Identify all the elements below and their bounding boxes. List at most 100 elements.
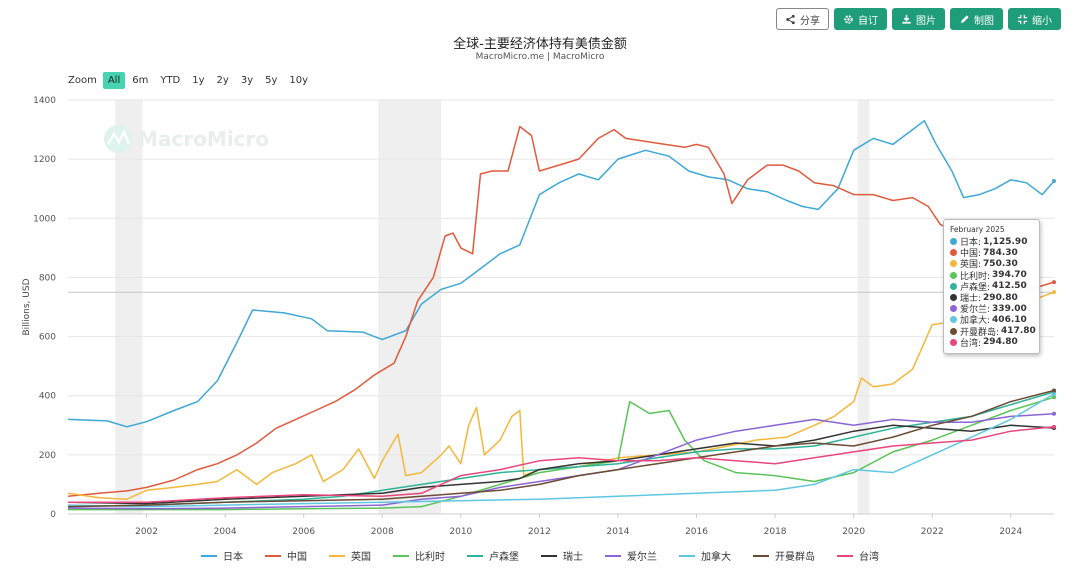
image-button[interactable]: 图片 <box>892 8 945 30</box>
series-line-爱尔兰 <box>67 413 1055 510</box>
tooltip-series-value: 417.80 <box>1001 326 1036 337</box>
tooltip-dot <box>950 316 957 324</box>
gear-icon <box>844 14 853 24</box>
shrink-button[interactable]: 缩小 <box>1008 8 1061 30</box>
x-tick-label: 2018 <box>764 527 787 537</box>
series-end-point <box>1052 426 1056 431</box>
recession-band <box>857 100 870 514</box>
legend-swatch <box>541 554 557 557</box>
tooltip-series-name: 加拿大: <box>960 316 991 327</box>
x-tick-label: 2002 <box>135 527 158 537</box>
legend-item[interactable]: 日本 <box>201 548 243 563</box>
series-line-开曼群岛 <box>67 389 1055 508</box>
draw-label: 制图 <box>974 15 994 27</box>
legend-swatch <box>679 554 695 557</box>
x-tick-label: 2006 <box>292 527 315 537</box>
watermark-wave-icon <box>106 128 131 145</box>
tooltip-series-name: 瑞士: <box>960 294 982 305</box>
legend-swatch <box>837 554 853 557</box>
zoom-2y-button[interactable]: 2y <box>216 75 229 86</box>
tooltip-row: 加拿大: 406.10 <box>950 314 1033 327</box>
y-tick-label: 800 <box>39 273 56 283</box>
x-tick-label: 2010 <box>449 527 472 537</box>
compress-icon <box>1017 14 1028 24</box>
share-button[interactable]: 分享 <box>776 8 829 30</box>
subscribe-button[interactable]: 自订 <box>834 8 887 30</box>
legend-item[interactable]: 加拿大 <box>679 548 731 563</box>
legend-swatch <box>467 554 483 557</box>
zoom-6m-button[interactable]: 6m <box>132 75 149 86</box>
legend-label: 日本 <box>223 552 243 563</box>
series-end-point <box>1052 388 1056 393</box>
legend-label: 英国 <box>351 552 371 563</box>
y-axis-title: Billions, USD <box>22 278 32 335</box>
tooltip-series-name: 台湾: <box>960 338 982 349</box>
series-line-卢森堡 <box>67 391 1055 508</box>
legend-label: 中国 <box>287 552 307 563</box>
series-line-英国 <box>67 291 1055 500</box>
zoom-1y-button[interactable]: 1y <box>192 75 205 86</box>
zoom-ytd-button[interactable]: YTD <box>160 75 181 86</box>
series-end-point <box>1052 395 1056 400</box>
tooltip-dot <box>950 249 957 257</box>
y-tick-label: 1000 <box>33 214 56 224</box>
tooltip-series-value: 750.30 <box>983 258 1018 269</box>
legend-item[interactable]: 开曼群岛 <box>753 548 815 563</box>
legend-item[interactable]: 中国 <box>265 548 307 563</box>
legend-label: 瑞士 <box>563 552 583 563</box>
zoom-3y-button[interactable]: 3y <box>240 75 254 86</box>
tooltip-series-name: 日本: <box>960 238 982 249</box>
tooltip-series-value: 784.30 <box>983 247 1018 258</box>
tooltip-date: February 2025 <box>950 225 1005 234</box>
tooltip-dot <box>950 327 957 335</box>
tooltip-row: 日本: 1,125.90 <box>950 236 1033 249</box>
legend-item[interactable]: 台湾 <box>837 548 879 563</box>
series-line-加拿大 <box>67 393 1055 508</box>
legend-item[interactable]: 卢森堡 <box>467 548 519 563</box>
zoom-all-button[interactable]: All <box>102 72 126 89</box>
tooltip-row: 中国: 784.30 <box>950 247 1033 259</box>
tooltip-series-value: 290.80 <box>983 292 1018 303</box>
x-tick-label: 2004 <box>214 527 237 537</box>
tooltip-series-value: 1,125.90 <box>983 236 1028 247</box>
recession-band <box>115 100 143 514</box>
zoom-label: Zoom <box>68 75 97 86</box>
x-tick-label: 2020 <box>842 527 865 537</box>
legend-swatch <box>605 554 621 557</box>
series-line-中国 <box>67 125 1055 498</box>
tooltip-dot <box>950 260 957 268</box>
tooltip-row: 英国: 750.30 <box>950 258 1033 271</box>
chart-title: 全球-主要经济体持有美债金额 <box>453 37 627 52</box>
tooltip-series-value: 412.50 <box>992 281 1027 292</box>
download-icon <box>902 14 911 24</box>
y-tick-label: 0 <box>50 510 56 520</box>
legend-label: 卢森堡 <box>489 552 519 563</box>
legend-label: 开曼群岛 <box>775 552 815 563</box>
share-icon <box>786 14 795 24</box>
y-tick-label: 600 <box>39 333 56 343</box>
x-tick-label: 2024 <box>999 527 1022 537</box>
legend-item[interactable]: 爱尔兰 <box>605 548 657 563</box>
tooltip-row: 比利时: 394.70 <box>950 270 1033 282</box>
series-end-point <box>1052 424 1056 429</box>
shrink-label: 缩小 <box>1032 15 1052 27</box>
tooltip-series-name: 英国: <box>960 260 982 271</box>
tooltip-series-name: 卢森堡: <box>960 282 991 293</box>
legend-item[interactable]: 瑞士 <box>541 548 583 563</box>
tooltip-dot <box>950 238 957 246</box>
recession-band <box>378 100 442 514</box>
pencil-icon <box>960 14 969 23</box>
tooltip-row: 卢森堡: 412.50 <box>950 281 1033 293</box>
zoom-10y-button[interactable]: 10y <box>289 75 309 86</box>
legend-item[interactable]: 英国 <box>329 548 371 563</box>
legend-item[interactable]: 比利时 <box>393 548 445 563</box>
tooltip-series-value: 294.80 <box>983 337 1018 348</box>
draw-button[interactable]: 制图 <box>950 8 1003 30</box>
series-line-瑞士 <box>67 424 1055 505</box>
zoom-5y-button[interactable]: 5y <box>265 75 278 86</box>
zoom-bar: Zoom All 6m YTD 1y 2y 3y 5y 10y <box>68 72 313 89</box>
series-line-日本 <box>67 119 1055 428</box>
tooltip-row: 瑞士: 290.80 <box>950 292 1033 305</box>
tooltip-series-name: 爱尔兰: <box>960 305 991 316</box>
x-tick-label: 2012 <box>528 527 551 537</box>
